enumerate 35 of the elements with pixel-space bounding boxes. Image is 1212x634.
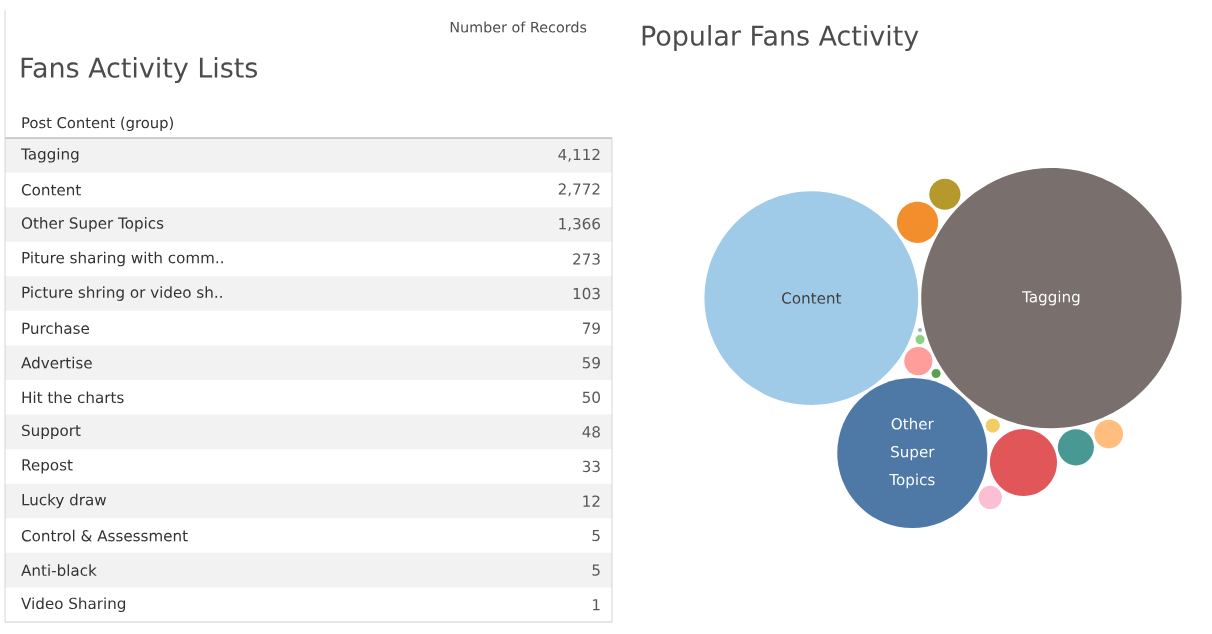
data-label: 1,366: [559, 217, 601, 231]
category-label: Content: [782, 292, 842, 304]
data-label: 4,112: [558, 148, 600, 162]
category-label: Tagging: [1022, 290, 1080, 306]
category-label: Other Super Topics: [889, 417, 935, 489]
data-label: 50: [582, 391, 600, 404]
data-label: 103: [573, 287, 600, 300]
category-label: Picture shring or video sh..: [22, 286, 222, 301]
category-label: Piture sharing with comm..: [22, 251, 223, 267]
category-label: Tagging: [21, 147, 79, 163]
data-label: 33: [582, 460, 600, 473]
category-label: Lucky draw: [22, 493, 107, 509]
category-label: Control & Assessment: [21, 529, 188, 542]
category-label: Other Super Topics: [21, 217, 164, 232]
category-label: Content: [21, 184, 81, 196]
category-label: Anti-black: [21, 564, 97, 577]
category-label: Hit the charts: [22, 391, 124, 404]
data-label: 5: [592, 564, 600, 576]
category-label: Advertise: [21, 356, 92, 369]
data-label: 1: [592, 599, 600, 611]
text: Popular Fans Activity: [642, 24, 919, 52]
data-label: 5: [592, 529, 600, 542]
data-label: 59: [582, 356, 600, 369]
data-label: 2,772: [558, 183, 600, 197]
data-label: 79: [582, 322, 600, 334]
category-label: Support: [22, 424, 81, 440]
data-label: 12: [583, 495, 600, 507]
text: Post Content (group): [22, 116, 173, 132]
category-label: Purchase: [22, 322, 90, 335]
category-label: Repost: [22, 459, 73, 474]
category-label: Video Sharing: [21, 597, 126, 613]
text: Fans Activity Lists: [21, 56, 258, 84]
data-label: 48: [582, 426, 600, 438]
text: Number of Records: [450, 21, 587, 33]
data-label: 273: [573, 253, 600, 265]
